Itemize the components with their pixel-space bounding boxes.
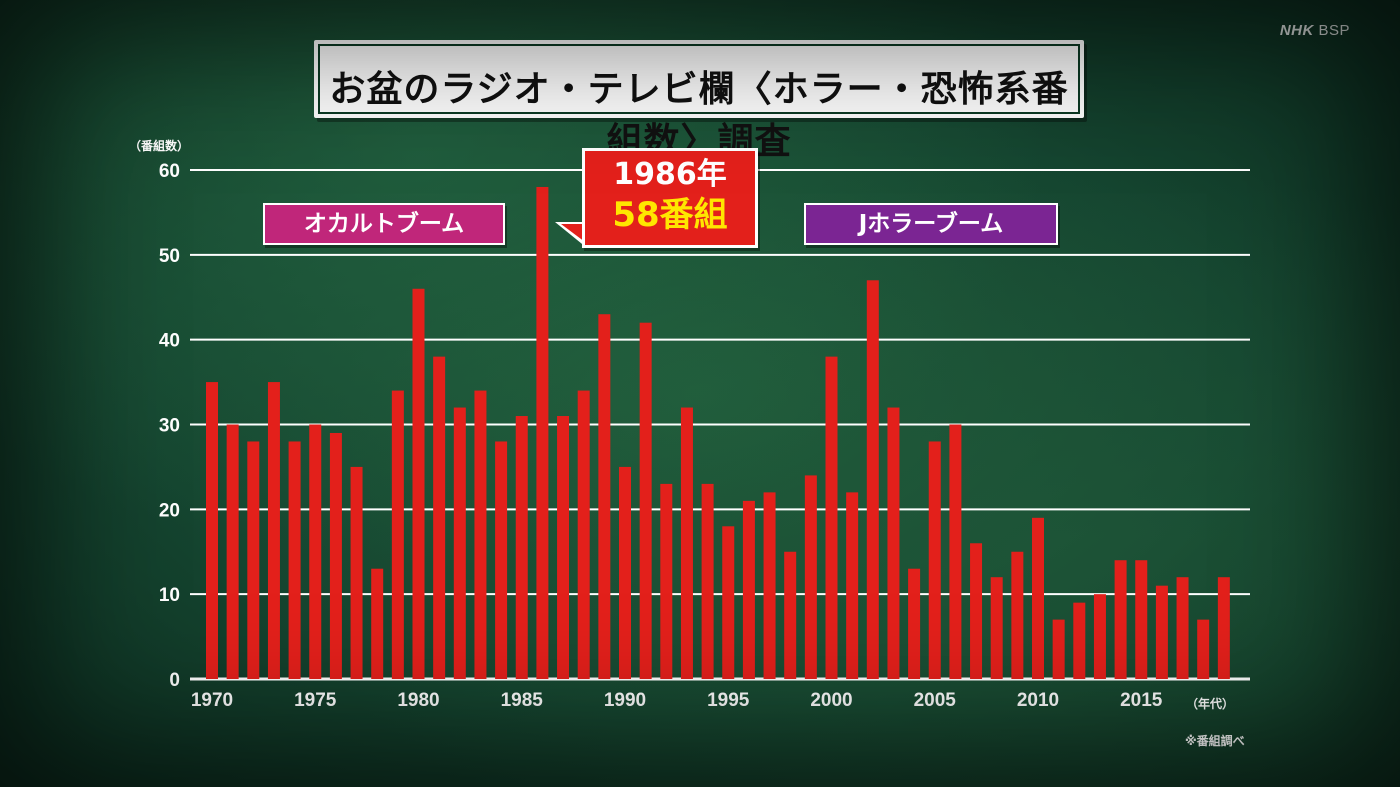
bar-2002 — [866, 280, 879, 679]
bar-1978 — [371, 568, 384, 679]
y-tick-label: 20 — [159, 500, 180, 521]
bar-1990 — [619, 466, 631, 679]
j-horror-boom-label: Jホラーブーム — [804, 203, 1058, 245]
bar-2006 — [949, 424, 962, 679]
bar-1975 — [309, 424, 322, 679]
bar-1998 — [784, 551, 797, 679]
bar-2008 — [990, 577, 1003, 679]
bar-2009 — [1011, 551, 1024, 679]
brand-channel: BSP — [1318, 22, 1350, 39]
callout-count: 58番組 — [612, 195, 728, 235]
bar-2003 — [887, 407, 900, 679]
x-tick-label: 1970 — [191, 690, 233, 711]
bar-1972 — [247, 441, 260, 679]
source-note: ※番組調べ — [1185, 734, 1245, 748]
bar-1974 — [288, 441, 301, 679]
bar-2012 — [1073, 602, 1086, 679]
bar-2005 — [928, 441, 941, 679]
bar-2017 — [1176, 577, 1189, 679]
bar-2016 — [1155, 585, 1168, 679]
y-tick-label: 60 — [159, 161, 180, 182]
bar-1985 — [515, 416, 528, 679]
bar-1971 — [226, 424, 239, 679]
bar-2010 — [1032, 517, 1044, 679]
bar-1984 — [495, 441, 508, 679]
y-tick-label: 30 — [159, 416, 180, 437]
bar-1977 — [350, 466, 363, 679]
brand-name: NHK — [1279, 22, 1314, 39]
bar-1991 — [639, 322, 652, 679]
bar-series — [206, 186, 1230, 679]
bar-2018 — [1197, 619, 1210, 679]
bar-1976 — [329, 432, 342, 679]
callout-year: 1986年 — [613, 157, 727, 192]
bar-1979 — [391, 390, 404, 679]
bar-1999 — [804, 475, 817, 679]
bar-1981 — [433, 356, 446, 679]
y-tick-label: 40 — [159, 331, 180, 352]
bar-2015 — [1135, 560, 1148, 679]
broadcaster-logo: NHK BSP — [1280, 22, 1350, 39]
y-axis-ticks: 0 10 20 30 40 50 60 — [159, 161, 180, 691]
bar-2004 — [908, 568, 921, 679]
x-tick-label: 1980 — [397, 690, 439, 711]
bar-2014 — [1114, 560, 1127, 679]
bar-1993 — [680, 407, 693, 679]
x-tick-label: 1990 — [604, 690, 646, 711]
bar-2019 — [1217, 577, 1230, 679]
bar-1970 — [206, 382, 218, 679]
bar-1994 — [701, 483, 714, 679]
bar-1988 — [577, 390, 590, 679]
bar-1995 — [722, 526, 735, 679]
y-tick-label: 10 — [159, 585, 180, 606]
callout-pointer-fill — [561, 224, 585, 242]
bar-2000 — [825, 356, 838, 679]
x-tick-label: 2010 — [1017, 690, 1059, 711]
bar-1986 — [536, 186, 549, 679]
x-tick-label: 1975 — [294, 690, 337, 711]
bar-1996 — [742, 500, 755, 679]
bar-2001 — [846, 492, 859, 679]
bar-1989 — [598, 314, 611, 679]
x-tick-label: 1985 — [501, 690, 544, 711]
bar-1980 — [412, 288, 425, 679]
peak-callout: 1986年 58番組 — [582, 148, 758, 248]
bar-2013 — [1093, 594, 1106, 679]
bar-1992 — [660, 483, 673, 679]
bar-1997 — [763, 492, 776, 679]
x-axis-ticks: 1970 1975 1980 1985 1990 1995 2000 2005 2010 2015 — [191, 690, 1163, 711]
y-tick-label: 0 — [169, 670, 180, 691]
bar-1973 — [267, 382, 280, 679]
bar-1987 — [557, 416, 570, 679]
x-tick-label: 2000 — [810, 690, 852, 711]
bar-2007 — [970, 543, 983, 679]
x-tick-label: 2015 — [1120, 690, 1163, 711]
x-axis-label: （年代） — [1186, 696, 1234, 711]
bar-1983 — [474, 390, 487, 679]
bar-2011 — [1052, 619, 1065, 679]
occult-boom-label: オカルトブーム — [263, 203, 505, 245]
bar-1982 — [453, 407, 466, 679]
x-tick-label: 1995 — [707, 690, 750, 711]
y-tick-label: 50 — [159, 246, 180, 267]
y-axis-label: （番組数） — [129, 138, 189, 153]
x-tick-label: 2005 — [914, 690, 957, 711]
